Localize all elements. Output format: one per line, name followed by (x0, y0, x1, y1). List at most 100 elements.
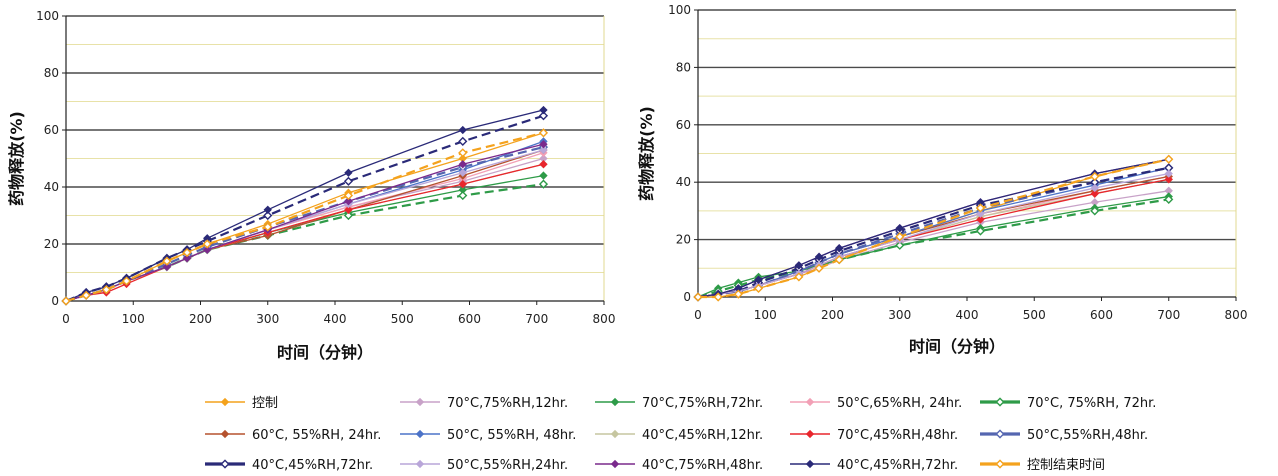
data-point (61, 296, 71, 306)
data-point (895, 223, 904, 233)
data-point (343, 210, 354, 221)
y-tick-label: 100 (36, 9, 59, 23)
data-point (754, 275, 763, 284)
legend-item: 40°C,45%RH,72hr. (790, 458, 958, 473)
legend-item: 50°C, 55%RH, 48hr. (400, 428, 576, 443)
data-point (794, 272, 804, 282)
x-axis-title: 时间（分钟） (909, 337, 1005, 356)
data-point (975, 203, 986, 213)
data-point (1090, 206, 1100, 216)
data-point (835, 244, 844, 253)
legend-label: 70°C,45%RH,48hr. (837, 428, 958, 443)
legend-label: 60°C, 55%RH, 24hr. (252, 428, 381, 443)
legend-label: 70°C, 75%RH, 72hr. (1027, 396, 1156, 411)
data-point (343, 176, 354, 186)
data-point (203, 245, 212, 254)
data-point (794, 261, 804, 270)
data-point (182, 247, 192, 258)
legend-item: 50°C,65%RH, 24hr. (790, 396, 962, 411)
data-point (1090, 183, 1099, 193)
data-point (182, 254, 192, 263)
y-tick-label: 40 (676, 175, 691, 189)
legend-swatch-marker (610, 397, 620, 407)
chart-panel-1: 0 20 40 60 80 100 0 100 200 300 400 500 600 700 800 时间（… (7, 9, 615, 362)
data-point (344, 197, 353, 206)
data-point (344, 205, 353, 214)
legend-item: 70°C,75%RH,12hr. (400, 396, 568, 411)
x-tick-label: 100 (122, 312, 145, 326)
legend-swatch-marker (995, 429, 1005, 439)
legend-item: 40°C,45%RH,72hr. (205, 458, 373, 473)
data-point (1164, 169, 1173, 178)
chart-panel-2: 0 20 40 60 80 100 0 100 200 300 400 500 600 700 800 时间（… (637, 3, 1247, 356)
legend-swatch-marker (610, 459, 620, 469)
x-tick-label: 300 (256, 312, 279, 326)
data-point (458, 148, 468, 158)
y-tick-label: 60 (44, 123, 59, 137)
data-point (202, 239, 212, 249)
data-point (1090, 171, 1100, 182)
x-tick-label: 600 (1090, 308, 1113, 322)
legend-item: 控制结束时间 (980, 458, 1105, 473)
legend-label: 40°C,45%RH,72hr. (252, 458, 373, 473)
x-tick-label: 400 (956, 308, 979, 322)
y-axis-title: 药物释放(%) (7, 111, 26, 206)
x-tick-label: 200 (189, 312, 212, 326)
legend-swatch-marker (995, 397, 1005, 407)
series-line (698, 158, 1169, 299)
y-tick-label: 60 (676, 118, 691, 132)
data-point (895, 240, 905, 250)
legend-swatch-marker (415, 397, 425, 407)
data-point (538, 128, 549, 138)
legend: 控制 70°C,75%RH,12hr. 70°C,75%RH,72hr. 50°C,6… (205, 396, 1156, 473)
legend-label: 50°C, 55%RH, 48hr. (447, 428, 576, 443)
legend-swatch-marker (220, 397, 230, 407)
data-point (693, 292, 703, 302)
data-point (539, 171, 548, 180)
legend-swatch-marker (220, 459, 230, 469)
y-tick-label: 20 (44, 237, 59, 251)
data-point (81, 290, 91, 300)
x-tick-label: 800 (593, 312, 616, 326)
data-point (458, 136, 468, 146)
legend-item: 40°C,45%RH,12hr. (595, 428, 763, 443)
data-point (343, 190, 354, 201)
x-tick-label: 800 (1225, 308, 1248, 322)
x-tick-label: 300 (888, 308, 911, 322)
data-point (539, 160, 548, 169)
x-tick-label: 600 (458, 312, 481, 326)
data-point (263, 222, 273, 232)
x-tick-label: 500 (1023, 308, 1046, 322)
legend-item: 60°C, 55%RH, 24hr. (205, 428, 381, 443)
data-point (834, 255, 844, 265)
legend-label: 控制结束时间 (1027, 458, 1105, 473)
data-point (976, 215, 985, 224)
data-point (539, 140, 548, 149)
legend-swatch-marker (220, 429, 230, 439)
x-tick-label: 700 (525, 312, 548, 326)
y-tick-label: 40 (44, 180, 59, 194)
x-tick-label: 100 (754, 308, 777, 322)
y-tick-label: 0 (51, 294, 59, 308)
data-point (344, 168, 353, 177)
data-point (263, 210, 273, 221)
legend-item: 40°C,75%RH,48hr. (595, 458, 763, 473)
data-point (458, 168, 467, 177)
legend-label: 40°C,45%RH,12hr. (642, 428, 763, 443)
legend-swatch-marker (805, 429, 815, 439)
data-point (162, 262, 172, 271)
legend-label: 40°C,75%RH,48hr. (642, 458, 763, 473)
data-point (121, 276, 132, 286)
x-tick-label: 400 (324, 312, 347, 326)
data-point (1164, 194, 1174, 205)
data-point (713, 292, 723, 302)
x-tick-label: 500 (391, 312, 414, 326)
data-point (976, 209, 985, 218)
data-point (539, 145, 548, 155)
data-point (538, 111, 549, 121)
legend-item: 50°C,55%RH,48hr. (980, 428, 1148, 443)
legend-label: 50°C,55%RH,48hr. (1027, 428, 1148, 443)
data-point (814, 252, 824, 261)
legend-swatch-marker (805, 459, 815, 469)
